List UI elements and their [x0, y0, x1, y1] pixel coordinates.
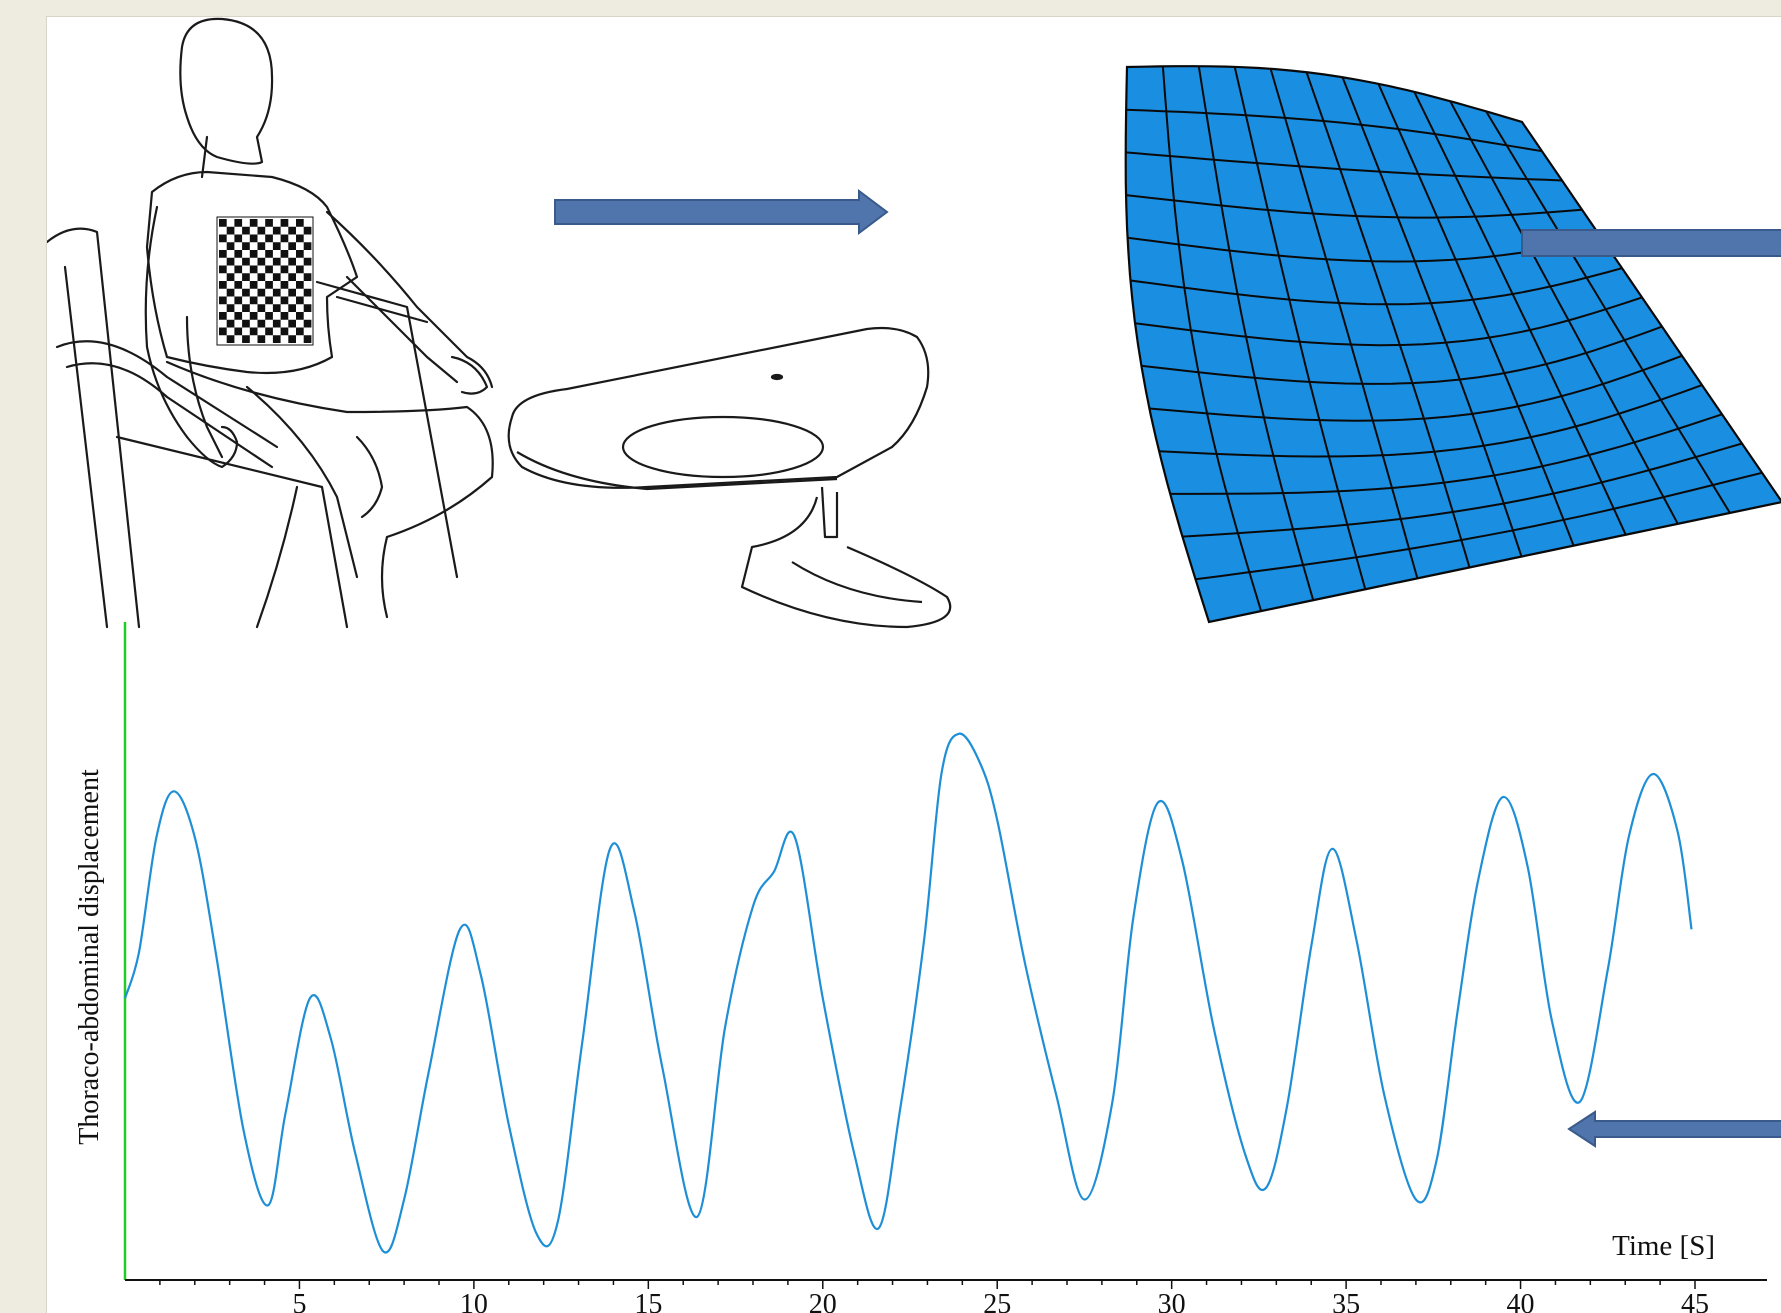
displacement-chart: 5 10 15 20 25 30 35 40 45 Thoraco-abdominal disp…	[74, 622, 1767, 1313]
arrow-right-icon	[1521, 229, 1781, 257]
x-tick-label: 5	[292, 1289, 306, 1313]
arrow-right-icon	[554, 189, 889, 235]
figure-frame: 5 10 15 20 25 30 35 40 45 Thoraco-abdominal disp…	[46, 16, 1781, 1313]
x-axis-label: Time [S]	[1612, 1230, 1715, 1262]
x-tick-label: 35	[1332, 1289, 1360, 1313]
x-tick-label: 10	[460, 1289, 488, 1313]
x-tick-label: 20	[809, 1289, 837, 1313]
series-line	[123, 732, 1693, 1254]
figure-canvas: 5 10 15 20 25 30 35 40 45 Thoraco-abdominal disp…	[47, 17, 1781, 1313]
x-tick-label: 30	[1158, 1289, 1186, 1313]
seated-person-icon	[47, 17, 494, 629]
y-axis-label: Thoraco-abdominal displacement	[74, 769, 105, 1145]
arrow-left-icon	[1567, 1110, 1781, 1148]
surface-mesh-icon	[1124, 65, 1781, 624]
x-tick-label: 40	[1507, 1289, 1535, 1313]
chest-checkerboard-icon	[216, 216, 314, 346]
x-tick-label: 25	[983, 1289, 1011, 1313]
projector-camera-icon	[507, 326, 952, 629]
x-tick-label: 15	[634, 1289, 662, 1313]
x-tick-label: 45	[1681, 1289, 1709, 1313]
